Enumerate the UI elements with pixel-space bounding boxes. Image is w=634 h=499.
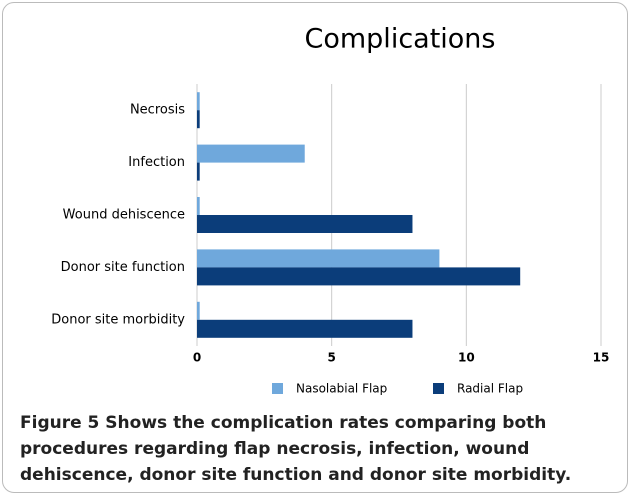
caption: Figure 5 Shows the complication rates co…	[20, 410, 620, 488]
y-tick-label: Infection	[128, 155, 185, 170]
figure-card	[2, 2, 628, 493]
bar	[197, 92, 200, 111]
bar	[197, 144, 305, 163]
bar	[197, 319, 413, 338]
chart-title: Complications	[305, 24, 496, 55]
legend-swatch	[272, 383, 283, 394]
bar	[197, 197, 200, 215]
legend-swatch	[433, 383, 444, 394]
x-tick-label: 10	[458, 351, 475, 365]
bar	[197, 249, 440, 268]
legend-label: Nasolabial Flap	[296, 382, 387, 396]
bar	[197, 110, 200, 129]
bar	[197, 301, 200, 320]
bar	[197, 215, 413, 233]
bar	[197, 162, 200, 181]
y-tick-label: Necrosis	[130, 103, 185, 118]
y-tick-label: Donor site function	[61, 260, 185, 275]
x-tick-label: 15	[593, 351, 610, 365]
caption-text: Shows the complication rates comparing b…	[20, 413, 572, 485]
y-tick-label: Wound dehiscence	[63, 208, 185, 223]
chart: Complications 0 5 10 15 Necrosis Infection Wou…	[51, 24, 610, 396]
caption-label: Figure 5	[20, 413, 100, 433]
y-tick-label: Donor site morbidity	[51, 312, 185, 327]
legend-label: Radial Flap	[457, 382, 523, 396]
x-tick-label: 5	[327, 351, 335, 365]
x-tick-label: 0	[193, 351, 201, 365]
bar	[197, 267, 521, 286]
